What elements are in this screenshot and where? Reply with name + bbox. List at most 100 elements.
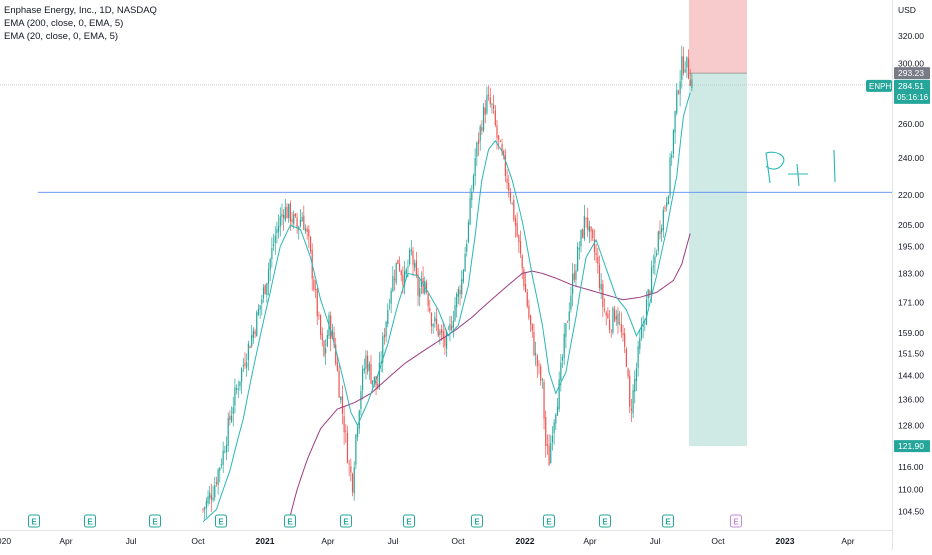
earnings-marker[interactable]: E — [599, 514, 611, 528]
candle-body — [205, 500, 207, 508]
earnings-marker[interactable]: E — [340, 514, 352, 528]
time-axis[interactable]: 020 Apr Jul Oct 2021 Apr Jul Oct 2022 Apr Jul Oct 20… — [0, 530, 892, 550]
earnings-marker-label: E — [406, 518, 412, 527]
earnings-marker-box[interactable] — [284, 514, 296, 528]
price-axis[interactable]: USD320.00300.00280.00260.00240.00220.002… — [866, 0, 932, 550]
earnings-marker[interactable]: E — [84, 514, 96, 528]
price-tick-label: 128.00 — [898, 420, 924, 430]
candle-body — [573, 272, 575, 281]
stop-zone[interactable] — [689, 0, 747, 74]
candle-body — [524, 283, 527, 293]
candle-body — [214, 485, 216, 498]
candle — [365, 350, 367, 380]
earnings-marker[interactable]: E — [471, 514, 483, 528]
candle-body — [239, 381, 241, 387]
annotation-bar — [833, 149, 836, 183]
candle — [550, 435, 552, 464]
candle — [573, 263, 575, 283]
plot-area[interactable]: P+ | E E E E E E E E E E E E — [0, 0, 892, 528]
candle — [486, 86, 488, 115]
candle-body — [417, 274, 419, 296]
candle — [385, 320, 387, 343]
candle — [513, 194, 515, 222]
candle-body — [664, 207, 666, 209]
candle-body — [212, 497, 214, 500]
earnings-marker-box[interactable] — [730, 514, 742, 528]
candle-body — [251, 335, 253, 347]
candle — [429, 299, 431, 314]
earnings-marker-box[interactable] — [340, 514, 352, 528]
candle-body — [580, 230, 582, 247]
candle — [622, 324, 624, 342]
candle — [318, 311, 320, 320]
candle — [553, 419, 555, 445]
candle — [496, 119, 498, 150]
earnings-marker-box[interactable] — [149, 514, 161, 528]
candle-body — [217, 469, 219, 485]
candle — [597, 247, 599, 274]
candle-body — [677, 91, 680, 93]
candle-body — [612, 307, 614, 333]
target-zone[interactable] — [689, 73, 747, 447]
candle — [224, 446, 226, 454]
candle-body — [343, 416, 345, 433]
candle — [212, 485, 214, 503]
earnings-marker-box[interactable] — [84, 514, 96, 528]
candle-body — [617, 313, 619, 325]
earnings-marker-box[interactable] — [403, 514, 415, 528]
candle-body — [365, 355, 367, 369]
candle — [442, 320, 444, 348]
candle — [291, 211, 293, 227]
candle — [435, 308, 438, 331]
earnings-marker-box[interactable] — [28, 514, 40, 528]
candle — [350, 458, 352, 482]
candle-body — [325, 348, 327, 354]
time-tick-label: 2022 — [516, 536, 535, 546]
candle — [627, 367, 629, 379]
earnings-marker[interactable]: E — [28, 514, 40, 528]
target-price-text: 121.90 — [898, 441, 924, 451]
candle-body — [222, 450, 224, 465]
earnings-marker[interactable]: E — [403, 514, 415, 528]
earnings-marker[interactable]: E — [215, 514, 227, 528]
earnings-marker-label: E — [31, 518, 37, 527]
earnings-marker-box[interactable] — [215, 514, 227, 528]
candle-body — [289, 203, 291, 222]
candle-body — [442, 331, 444, 340]
earnings-marker[interactable]: E — [662, 514, 674, 528]
candle — [524, 272, 527, 293]
candle-body — [568, 311, 570, 322]
candle-body — [420, 279, 422, 287]
candle — [530, 314, 532, 332]
earnings-marker-future[interactable]: E — [730, 514, 742, 528]
candle-body — [536, 355, 538, 367]
candle-body — [548, 445, 550, 466]
earnings-marker[interactable]: E — [284, 514, 296, 528]
candle-body — [509, 192, 512, 201]
candle-body — [449, 324, 451, 331]
candle — [518, 234, 520, 253]
earnings-marker-box[interactable] — [599, 514, 611, 528]
earnings-marker-box[interactable] — [543, 514, 555, 528]
candle — [617, 306, 619, 334]
candle-body — [519, 240, 522, 254]
candle-body — [676, 89, 678, 114]
candle — [656, 249, 658, 257]
candle-body — [622, 333, 624, 335]
candle — [259, 305, 261, 319]
candle — [316, 287, 318, 325]
earnings-marker[interactable]: E — [543, 514, 555, 528]
candle — [236, 384, 238, 395]
candle — [459, 284, 461, 306]
earnings-marker-label: E — [733, 518, 739, 527]
candle — [346, 425, 349, 464]
earnings-marker[interactable]: E — [149, 514, 161, 528]
candle — [451, 315, 453, 332]
earnings-marker-label: E — [152, 518, 158, 527]
candle-body — [476, 142, 478, 157]
candle — [272, 233, 275, 251]
earnings-marker-box[interactable] — [471, 514, 483, 528]
earnings-marker-box[interactable] — [662, 514, 674, 528]
